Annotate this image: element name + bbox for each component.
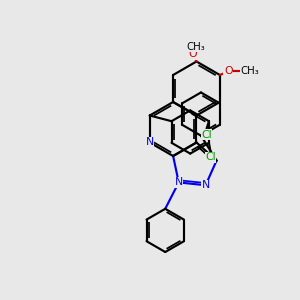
- Text: N: N: [146, 137, 154, 148]
- Text: Cl: Cl: [201, 130, 212, 140]
- Text: O: O: [224, 66, 232, 76]
- Text: N: N: [175, 177, 183, 188]
- Text: CH₃: CH₃: [241, 66, 260, 76]
- Text: O: O: [189, 49, 197, 59]
- Text: Cl: Cl: [205, 152, 216, 162]
- Text: CH₃: CH₃: [187, 41, 205, 52]
- Text: N: N: [202, 180, 210, 190]
